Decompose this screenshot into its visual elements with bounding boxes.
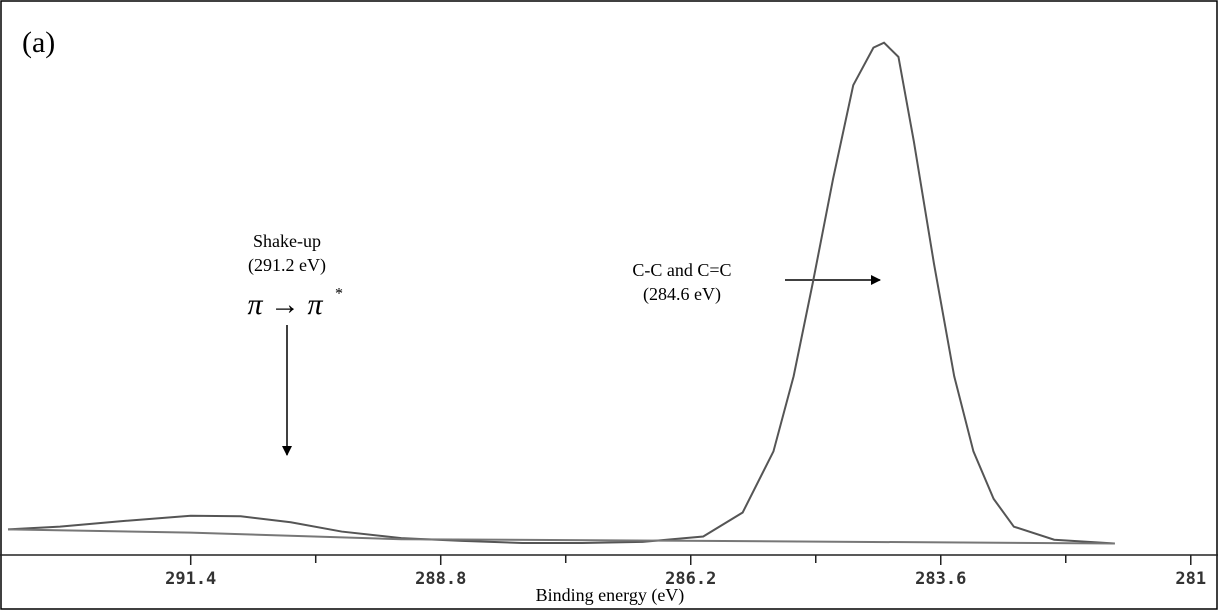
annotation: C-C and C=C	[632, 260, 731, 280]
annotation: (291.2 eV)	[248, 255, 326, 276]
annotation: *	[335, 286, 343, 303]
x-axis-label: Binding energy (eV)	[536, 585, 685, 606]
x-tick-label: 288.8	[415, 569, 466, 589]
series-line	[7, 528, 1115, 545]
x-tick-label: 286.2	[665, 569, 716, 589]
annotation: π → π	[247, 288, 323, 321]
x-tick-label: 291.4	[165, 569, 216, 589]
panel-label: (a)	[22, 26, 55, 59]
annotation: (284.6 eV)	[643, 284, 721, 305]
x-tick-label: 281	[1175, 569, 1206, 589]
annotation: Shake-up	[253, 231, 321, 251]
x-tick-label: 283.6	[915, 569, 966, 589]
series-line	[7, 41, 1115, 545]
